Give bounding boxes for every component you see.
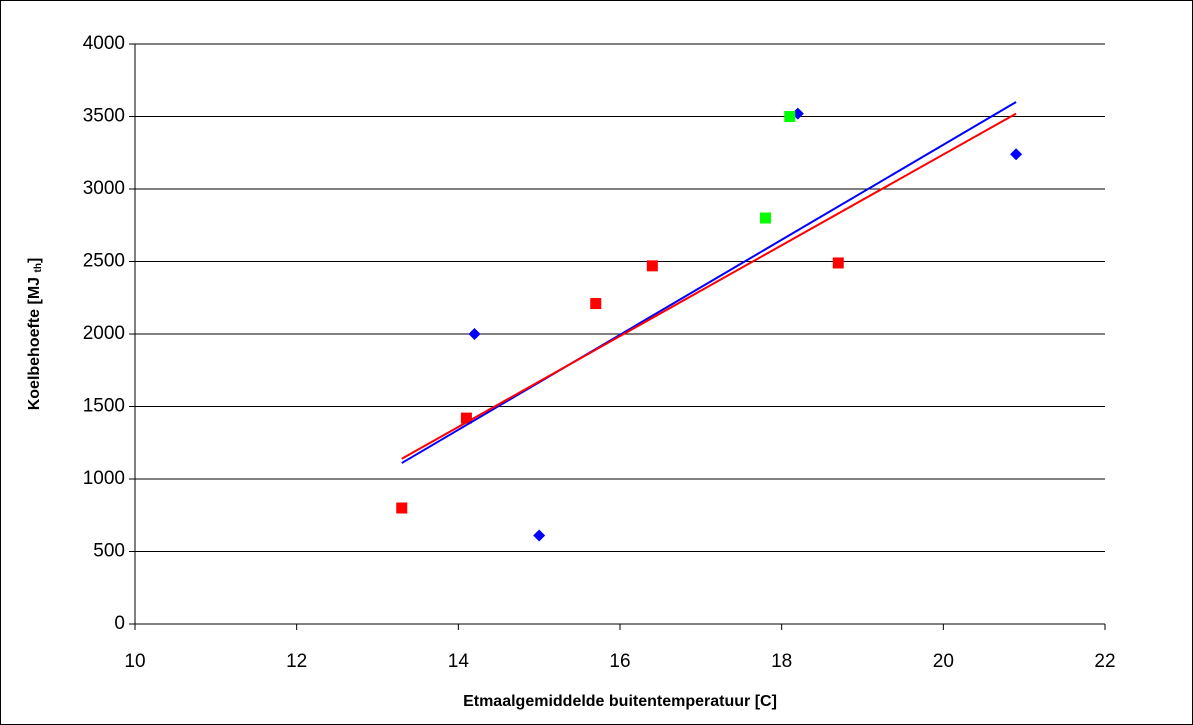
y-axis-title-end: ]	[26, 258, 43, 263]
x-tick-label: 10	[124, 651, 145, 672]
y-tick-label: 3500	[83, 106, 125, 127]
y-tick-label: 500	[93, 541, 125, 562]
y-tick-label: 2000	[83, 323, 125, 344]
point	[396, 502, 408, 514]
y-tick-label: 4000	[83, 33, 125, 54]
point	[760, 212, 771, 224]
point	[1010, 148, 1023, 161]
y-tick-label: 0	[114, 613, 125, 634]
point	[646, 260, 658, 272]
trend-line	[401, 101, 1017, 464]
point	[590, 298, 602, 310]
x-tick-label: 18	[771, 651, 792, 672]
point	[533, 529, 546, 542]
x-tick-label: 12	[286, 651, 307, 672]
x-tick-label: 16	[609, 651, 630, 672]
point	[460, 412, 472, 424]
y-tick-label: 1000	[83, 468, 125, 489]
point	[832, 257, 844, 269]
point	[784, 111, 796, 122]
trend-line	[401, 112, 1017, 460]
y-axis-title: Koelbehoefte [MJ th]	[26, 258, 43, 411]
y-tick-label: 1500	[83, 396, 125, 417]
y-axis-title-main: Koelbehoefte [MJ	[26, 272, 43, 410]
y-tick-label: 3000	[83, 178, 125, 199]
x-tick-label: 22	[1094, 651, 1115, 672]
x-axis-title: Etmaalgemiddelde buitentemperatuur [C]	[463, 693, 777, 710]
x-tick-label: 14	[448, 651, 470, 672]
y-axis-title-sub: th	[33, 263, 44, 272]
y-tick-label: 2500	[83, 251, 125, 272]
point	[468, 328, 481, 340]
x-tick-label: 20	[933, 651, 954, 672]
